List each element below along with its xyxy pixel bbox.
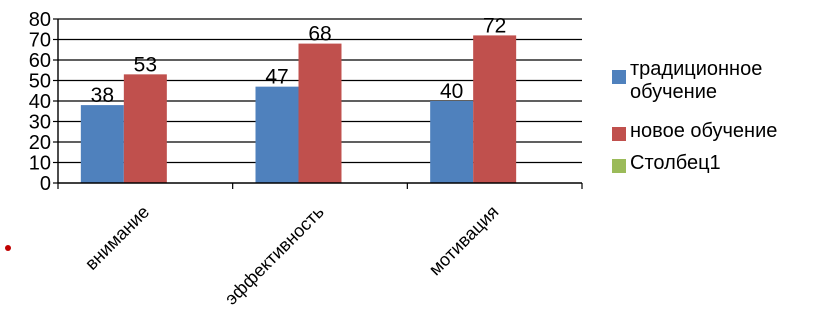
legend-item: традиционное обучение [612,58,762,103]
data-label: 38 [91,84,114,107]
data-label: 40 [440,80,463,103]
bar [123,74,167,183]
legend-swatch [612,159,626,173]
bullet-dot [5,245,11,251]
data-label: 47 [265,66,288,89]
y-tick-label: 60 [29,50,51,72]
legend-swatch [612,127,626,141]
bar [473,35,517,184]
y-tick-label: 40 [29,91,51,113]
legend-item: новое обучение [612,120,777,142]
x-category-label: внимание [81,202,153,274]
y-tick-label: 30 [29,112,51,134]
legend-label: Столбец1 [630,152,721,174]
bars [80,35,517,184]
y-tick-label: 70 [29,30,51,52]
y-tick-label: 20 [29,132,51,154]
legend-swatch [612,70,626,84]
data-label: 53 [134,53,157,76]
bar [430,101,474,183]
legend-item: Столбец1 [612,152,721,174]
data-labels: 38 53 47 68 40 72 [91,14,507,107]
y-tick-label: 80 [29,9,51,31]
data-label: 68 [308,23,331,46]
y-tick-label: 50 [29,71,51,93]
x-category-label: мотивация [425,202,503,280]
bar [80,105,124,183]
bar [298,43,342,183]
legend: традиционное обучение новое обучение Столбе… [612,58,777,174]
y-tick-label: 10 [29,153,51,175]
data-label: 72 [483,14,506,37]
x-category-label: эффективность [221,202,328,309]
y-tick-label: 0 [40,173,51,195]
bar [255,86,299,183]
legend-label: традиционное обучение [630,58,762,103]
legend-label: новое обучение [630,120,777,142]
